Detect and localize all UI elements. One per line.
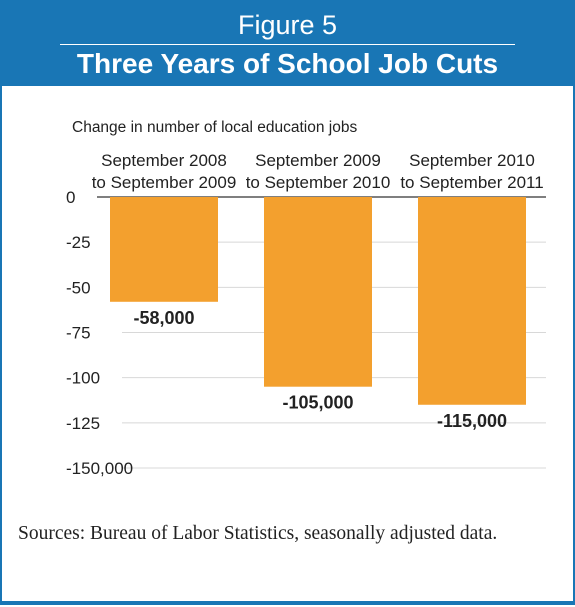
category-label: September 2010 xyxy=(409,151,535,170)
y-tick-label: -25 xyxy=(66,233,91,252)
figure-header: Figure 5 Three Years of School Job Cuts xyxy=(2,0,573,86)
value-label: -58,000 xyxy=(133,308,194,328)
bar xyxy=(264,197,372,387)
figure-title: Three Years of School Job Cuts xyxy=(76,48,499,79)
y-axis-ticks: 0 -25 -50 -75 -100 -125 -150,000 xyxy=(66,188,133,478)
y-tick-label: -150,000 xyxy=(66,459,133,478)
bars xyxy=(110,197,526,405)
category-label: to September 2011 xyxy=(400,173,543,192)
figure-number: Figure 5 xyxy=(237,10,338,40)
category-label: September 2009 xyxy=(255,151,381,170)
y-tick-label: -125 xyxy=(66,414,100,433)
value-label: -105,000 xyxy=(282,393,353,413)
y-tick-label: -75 xyxy=(66,324,91,343)
y-tick-label: 0 xyxy=(66,188,75,207)
category-label: to September 2010 xyxy=(246,173,391,192)
source-note: Sources: Bureau of Labor Statistics, sea… xyxy=(18,523,498,544)
chart-title: Change in number of local education jobs xyxy=(72,119,357,136)
value-label: -115,000 xyxy=(437,411,507,431)
bar-chart: Change in number of local education jobs… xyxy=(66,119,546,478)
bar xyxy=(418,197,526,405)
y-tick-label: -50 xyxy=(66,278,91,297)
category-label: September 2008 xyxy=(101,151,227,170)
value-labels: -58,000 -105,000 -115,000 xyxy=(133,308,507,431)
category-labels: September 2008 to September 2009 September… xyxy=(92,151,544,192)
category-label: to September 2009 xyxy=(92,173,237,192)
bar xyxy=(110,197,218,302)
header-divider xyxy=(60,44,515,45)
y-tick-label: -100 xyxy=(66,369,100,388)
